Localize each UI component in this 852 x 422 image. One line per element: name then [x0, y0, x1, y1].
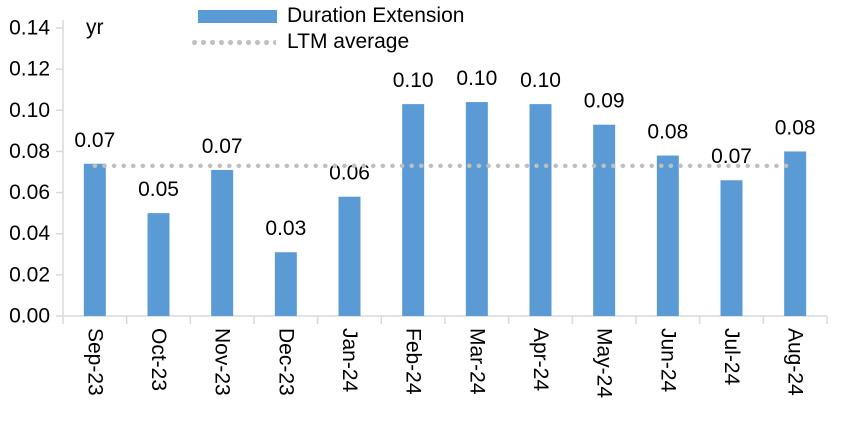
x-axis-label-Nov-23: Nov-23: [211, 328, 234, 396]
y-tick-label: 0.08: [9, 140, 50, 163]
bar-value-label-Mar-24: 0.10: [456, 67, 497, 90]
bar-value-label-Jan-24: 0.06: [329, 162, 370, 185]
bar-value-label-Feb-24: 0.10: [393, 69, 434, 92]
x-axis-label-May-24: May-24: [593, 328, 616, 398]
y-tick-label: 0.12: [9, 58, 50, 81]
bar-value-label-Jul-24: 0.07: [711, 145, 752, 168]
bar-Jan-24: [338, 196, 361, 316]
bar-value-label-Jun-24: 0.08: [647, 121, 688, 144]
y-tick-label: 0.10: [9, 99, 50, 122]
bar-Aug-24: [784, 151, 807, 316]
bar-Nov-23: [211, 169, 234, 316]
y-tick-label: 0.02: [9, 263, 50, 286]
x-axis-label-Mar-24: Mar-24: [465, 328, 488, 395]
x-axis-label-Sep-23: Sep-23: [83, 328, 106, 396]
bar-value-label-Dec-23: 0.03: [265, 217, 306, 240]
bar-value-label-Aug-24: 0.08: [775, 116, 816, 139]
bar-value-label-Nov-23: 0.07: [202, 135, 243, 158]
x-axis-label-Jul-24: Jul-24: [720, 328, 743, 386]
bar-Jul-24: [720, 180, 743, 316]
bar-Mar-24: [465, 102, 488, 316]
x-axis-label-Aug-24: Aug-24: [784, 328, 807, 396]
x-axis-label-Feb-24: Feb-24: [402, 328, 425, 395]
bar-Sep-23: [83, 163, 106, 316]
x-axis-label-Oct-23: Oct-23: [147, 328, 170, 391]
y-tick-label: 0.00: [9, 305, 50, 328]
x-axis-label-Jun-24: Jun-24: [656, 328, 679, 393]
legend-label-ltm-average: LTM average: [287, 30, 410, 53]
bar-Feb-24: [402, 104, 425, 316]
bar-value-label-Oct-23: 0.05: [138, 178, 179, 201]
x-axis-label-Dec-23: Dec-23: [274, 328, 297, 396]
x-axis-label-Apr-24: Apr-24: [529, 328, 552, 391]
bar-Dec-23: [274, 252, 297, 316]
bar-value-label-May-24: 0.09: [584, 90, 625, 113]
y-tick-label: 0.04: [9, 222, 50, 245]
legend-item-duration-extension: Duration Extension: [190, 4, 465, 27]
legend-label-duration-extension: Duration Extension: [287, 4, 465, 27]
bar-Jun-24: [656, 155, 679, 316]
bar-Oct-23: [147, 213, 170, 316]
legend-item-ltm-average: LTM average: [190, 30, 464, 53]
y-axis-unit-label: yr: [86, 16, 104, 39]
bar-swatch-icon: [198, 9, 277, 23]
bar-value-label-Sep-23: 0.07: [74, 129, 115, 152]
dotted-line-swatch-icon: [190, 38, 276, 46]
y-tick-label: 0.06: [9, 181, 50, 204]
bar-value-label-Apr-24: 0.10: [520, 69, 561, 92]
y-tick-label: 0.14: [9, 17, 50, 40]
legend: Duration Extension LTM average: [190, 4, 465, 53]
bar-May-24: [593, 124, 616, 316]
x-axis-label-Jan-24: Jan-24: [338, 328, 361, 393]
bar-Apr-24: [529, 104, 552, 316]
